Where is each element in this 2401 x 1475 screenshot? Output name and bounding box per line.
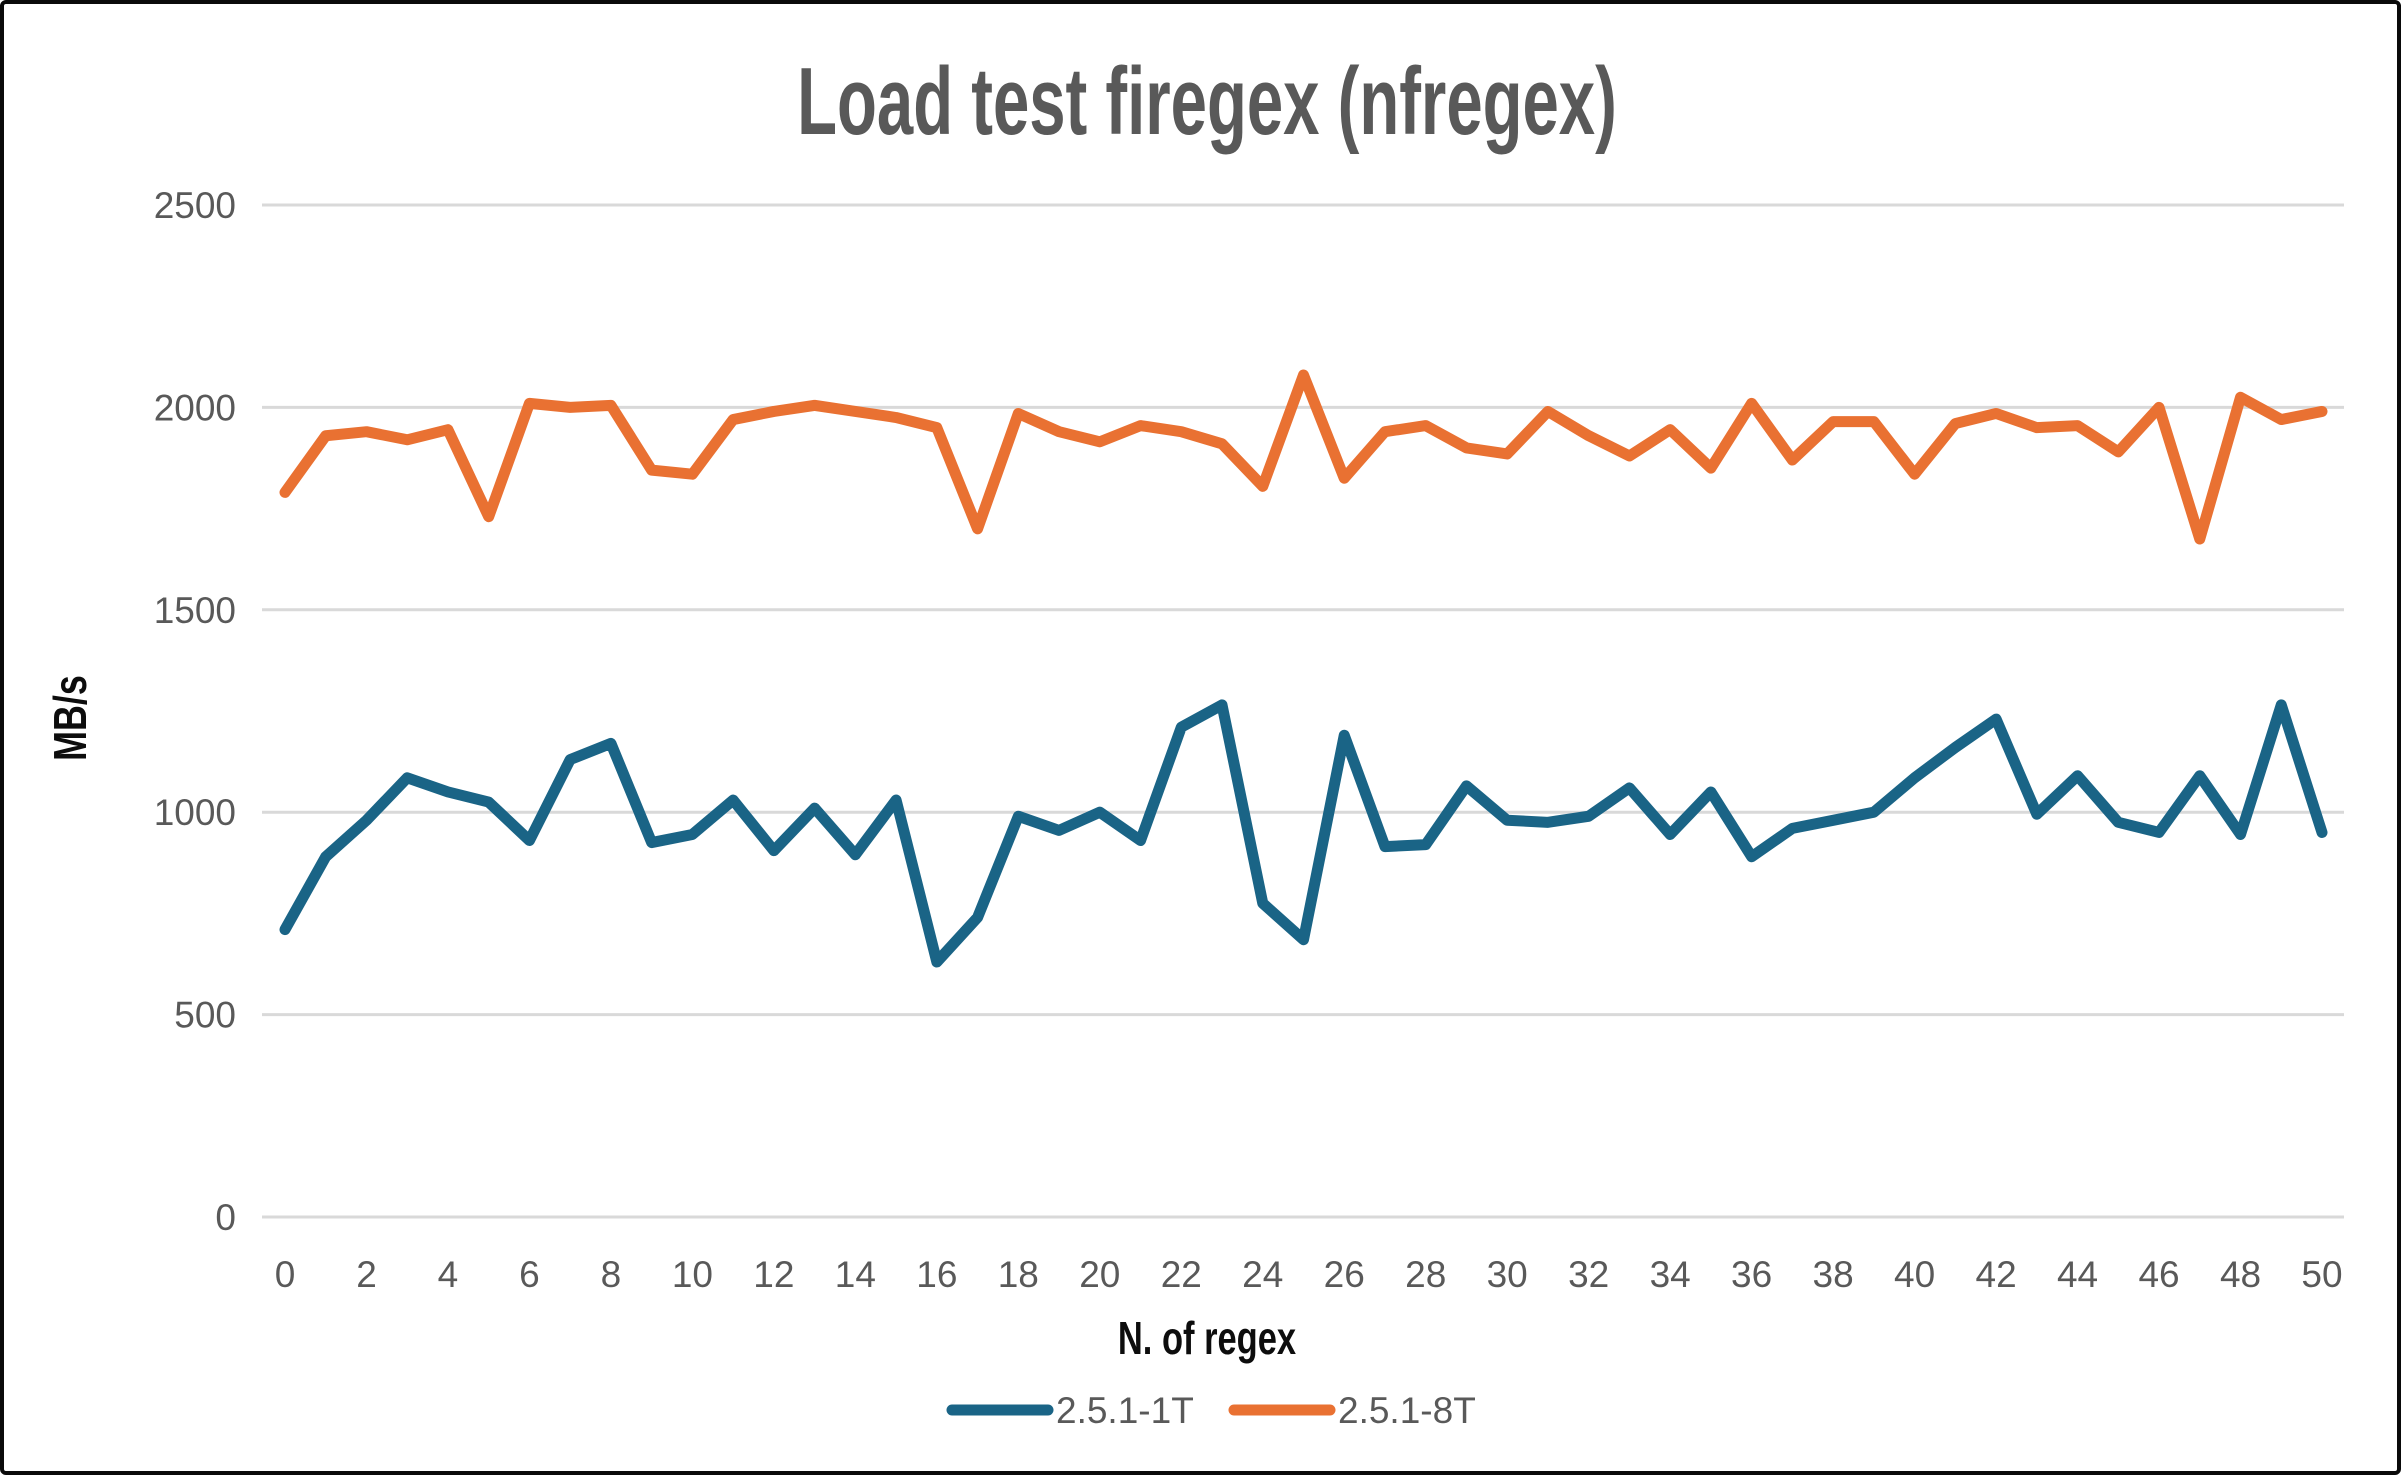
y-tick-label: 500 (174, 995, 236, 1036)
y-axis-title: MB/s (45, 675, 96, 761)
x-tick-label: 42 (1976, 1254, 2017, 1295)
y-tick-label: 0 (215, 1197, 236, 1238)
x-tick-label: 12 (753, 1254, 794, 1295)
x-tick-label: 24 (1242, 1254, 1283, 1295)
y-tick-label: 1000 (154, 792, 236, 833)
x-tick-label: 8 (601, 1254, 622, 1295)
y-tick-label: 1500 (154, 590, 236, 631)
x-tick-label: 34 (1650, 1254, 1691, 1295)
y-tick-label: 2500 (154, 185, 236, 226)
legend: 2.5.1-1T 2.5.1-8T (946, 1390, 1476, 1431)
x-tick-label: 18 (998, 1254, 1039, 1295)
x-tick-label: 22 (1161, 1254, 1202, 1295)
y-axis-tick-labels: 0 500 1000 1500 2000 2500 (154, 185, 236, 1238)
x-tick-label: 32 (1568, 1254, 1609, 1295)
series-line-2518t (279, 369, 2328, 545)
x-axis-tick-labels: 0 2 4 6 8 10 12 14 16 18 20 22 24 26 28 30 32 34 36 38 40 42 4… (275, 1254, 2343, 1295)
x-tick-label: 28 (1405, 1254, 1446, 1295)
x-tick-label: 14 (835, 1254, 876, 1295)
x-tick-label: 50 (2301, 1254, 2342, 1295)
y-tick-label: 2000 (154, 387, 236, 428)
series-lines (279, 369, 2328, 968)
x-tick-label: 20 (1079, 1254, 1120, 1295)
chart-title: Load test firegex (nfregex) (797, 49, 1617, 155)
x-tick-label: 2 (356, 1254, 377, 1295)
x-tick-label: 4 (438, 1254, 459, 1295)
x-tick-label: 38 (1813, 1254, 1854, 1295)
legend-label-2518t: 2.5.1-8T (1338, 1390, 1476, 1431)
x-tick-label: 44 (2057, 1254, 2098, 1295)
x-axis-title: N. of regex (1118, 1312, 1297, 1364)
x-tick-label: 0 (275, 1254, 296, 1295)
x-tick-label: 10 (672, 1254, 713, 1295)
x-tick-label: 40 (1894, 1254, 1935, 1295)
gridlines (262, 203, 2344, 1219)
x-tick-label: 16 (916, 1254, 957, 1295)
x-tick-label: 30 (1487, 1254, 1528, 1295)
x-tick-label: 46 (2138, 1254, 2179, 1295)
x-tick-label: 36 (1731, 1254, 1772, 1295)
legend-label-2511t: 2.5.1-1T (1056, 1390, 1194, 1431)
x-tick-label: 6 (519, 1254, 540, 1295)
series-line-2511t (279, 699, 2328, 968)
x-tick-label: 26 (1324, 1254, 1365, 1295)
x-tick-label: 48 (2220, 1254, 2261, 1295)
